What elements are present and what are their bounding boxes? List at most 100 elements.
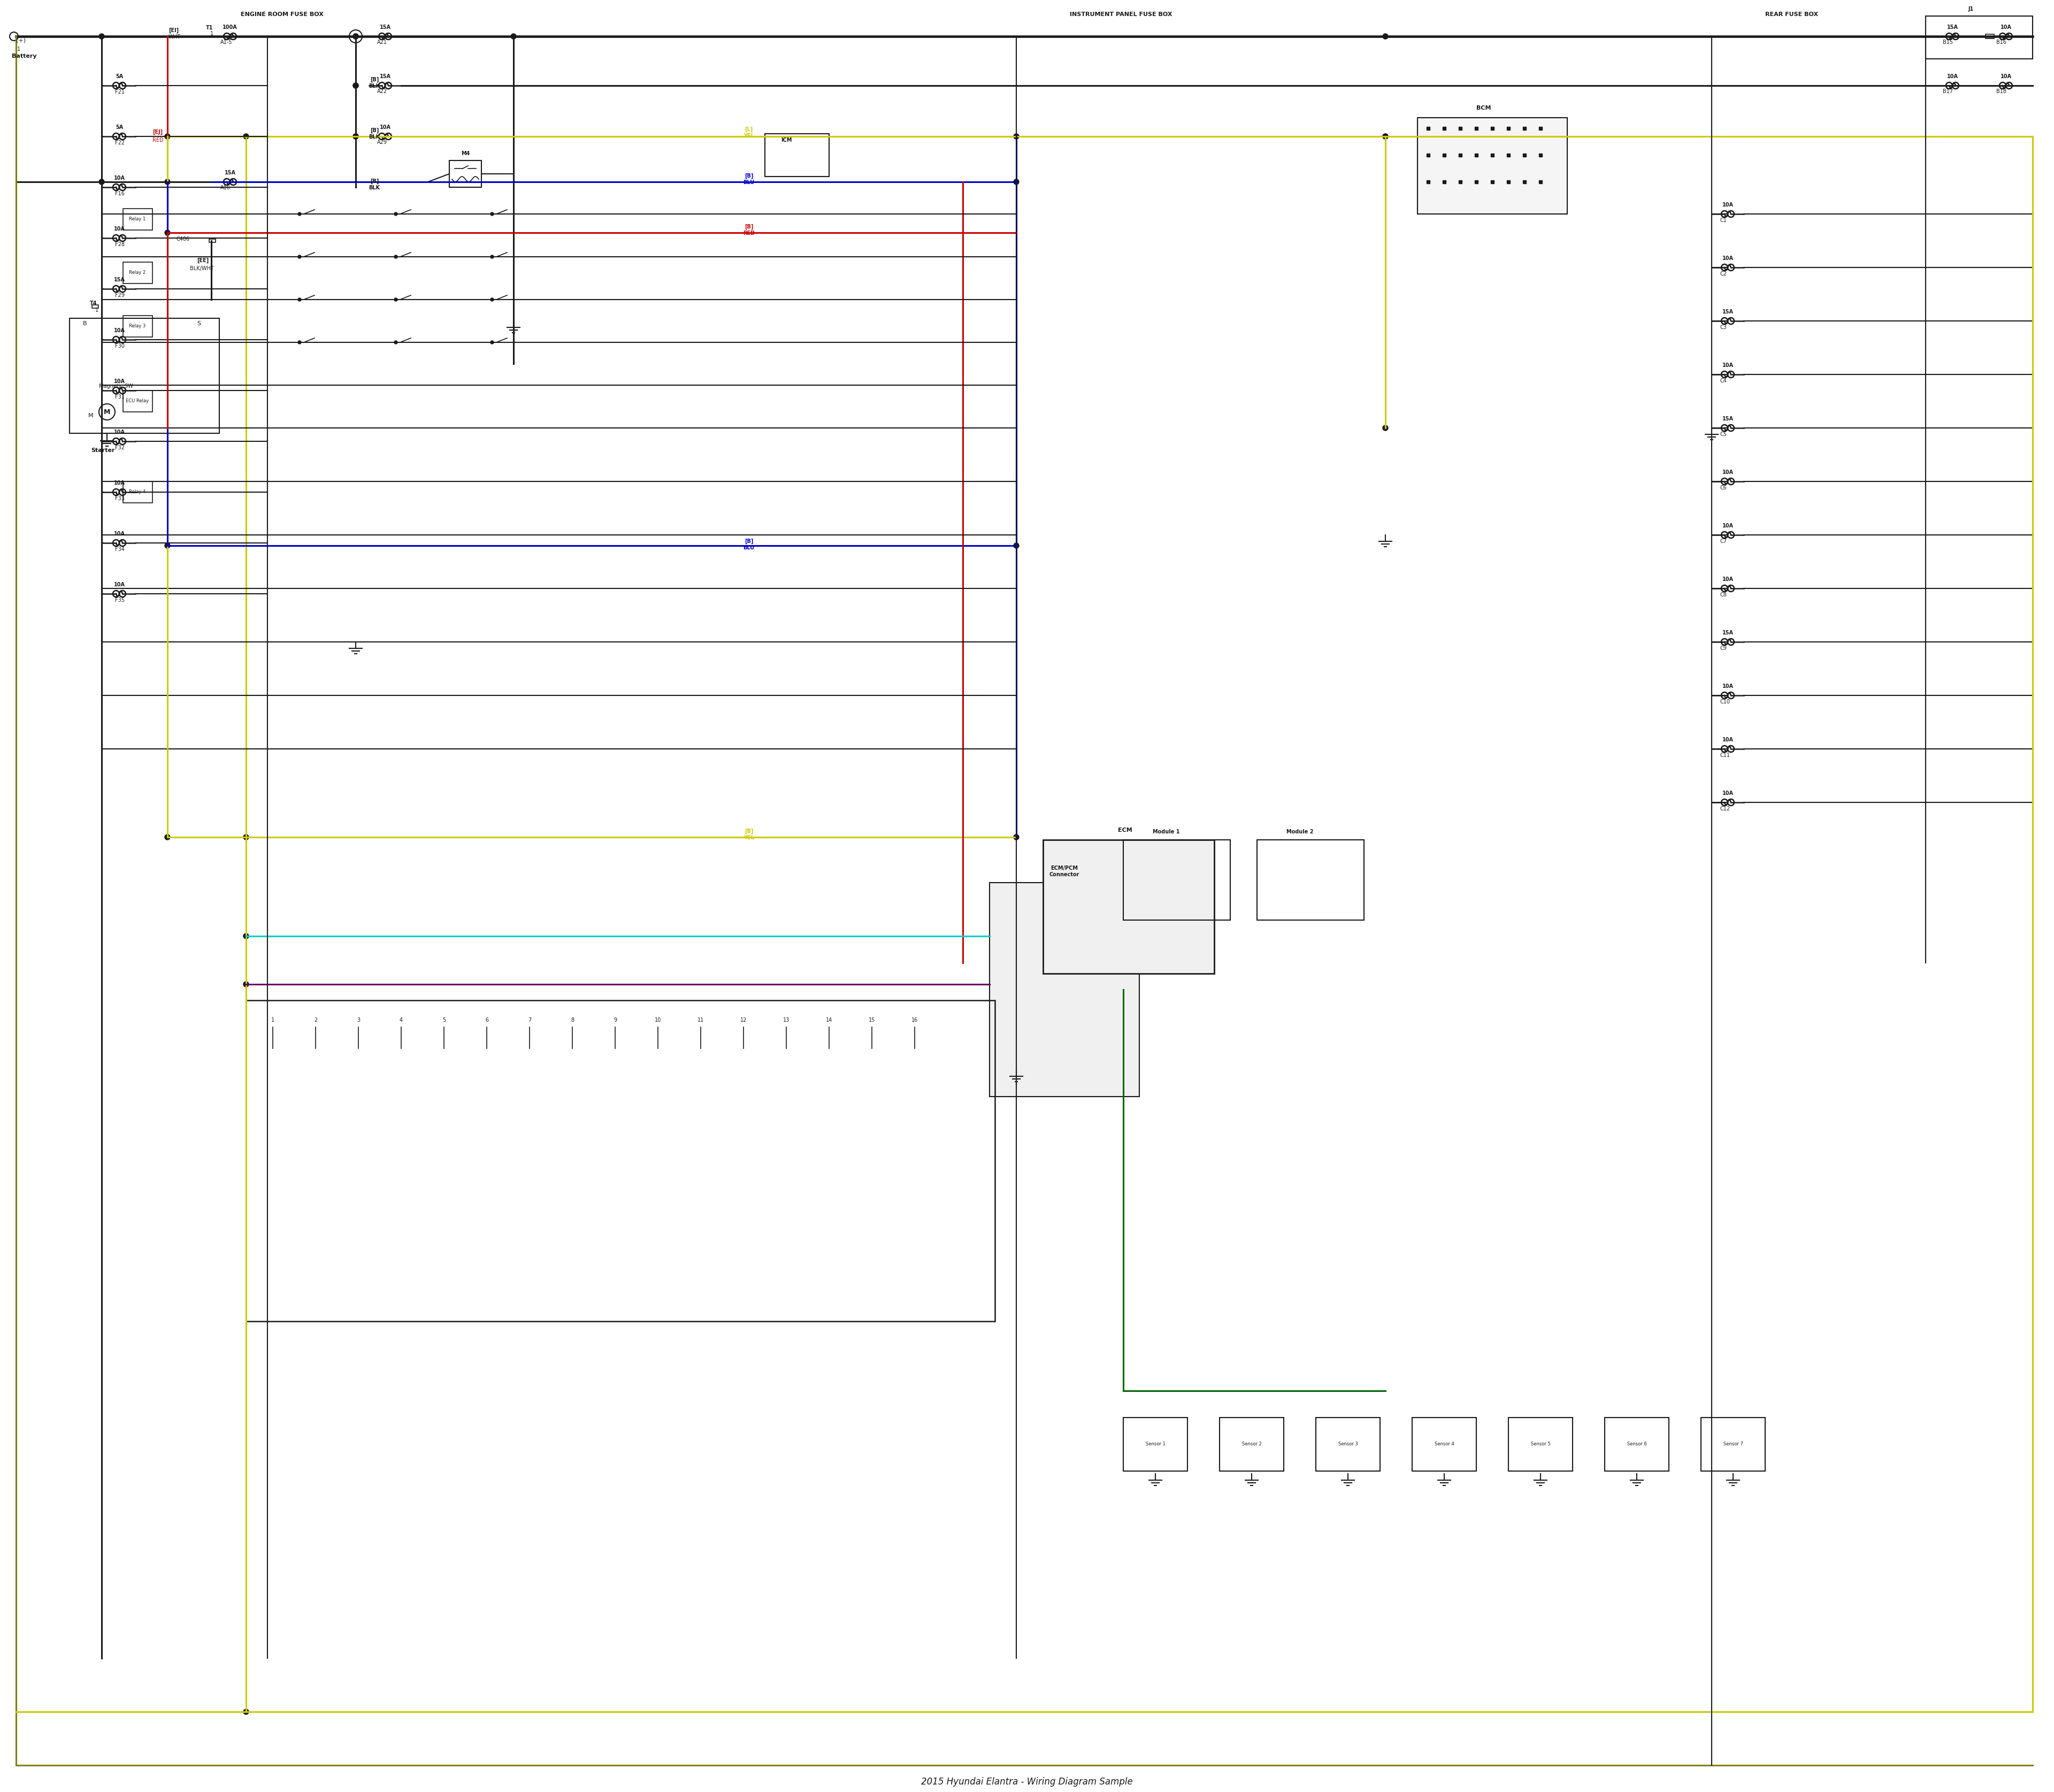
Text: ECM/PCM
Connector: ECM/PCM Connector <box>1050 866 1080 878</box>
Text: Sensor 3: Sensor 3 <box>1337 1443 1358 1446</box>
Text: C2: C2 <box>1719 271 1727 276</box>
Circle shape <box>298 254 302 258</box>
Text: A21: A21 <box>378 39 388 45</box>
Circle shape <box>242 934 249 939</box>
Bar <box>1220 1417 1284 1471</box>
Text: 2015 Hyundai Elantra - Wiring Diagram Sample: 2015 Hyundai Elantra - Wiring Diagram Sa… <box>920 1778 1134 1787</box>
Text: [EI]: [EI] <box>168 29 179 34</box>
Text: 13: 13 <box>783 1018 789 1023</box>
Text: [B]
BLU: [B] BLU <box>744 539 754 550</box>
Text: F16: F16 <box>115 192 125 197</box>
Text: 3: 3 <box>357 1018 359 1023</box>
Text: 10A: 10A <box>2001 73 2011 79</box>
Text: C5: C5 <box>1719 432 1727 437</box>
Text: 10A: 10A <box>1721 202 1734 208</box>
Text: 10A: 10A <box>113 176 125 181</box>
Text: 10A: 10A <box>1721 790 1734 796</box>
Text: 1: 1 <box>271 1018 275 1023</box>
Text: S: S <box>197 321 201 326</box>
Circle shape <box>298 297 302 301</box>
Circle shape <box>394 254 396 258</box>
Bar <box>1413 1417 1477 1471</box>
Text: 15: 15 <box>869 1018 875 1023</box>
Bar <box>1124 840 1230 919</box>
Text: Sensor 5: Sensor 5 <box>1530 1443 1551 1446</box>
Circle shape <box>1382 134 1389 140</box>
Bar <box>764 134 830 177</box>
Text: F34: F34 <box>115 547 125 552</box>
Text: BLK/WHT: BLK/WHT <box>189 265 214 271</box>
Text: C9: C9 <box>1719 645 1727 650</box>
Text: 6: 6 <box>485 1018 489 1023</box>
Text: Sensor 6: Sensor 6 <box>1627 1443 1647 1446</box>
Text: C12: C12 <box>1719 806 1729 812</box>
Text: B16: B16 <box>1996 39 2007 45</box>
Text: 10A: 10A <box>113 530 125 536</box>
Text: 10A: 10A <box>1721 470 1734 475</box>
Text: [B]
BLK: [B] BLK <box>370 179 380 190</box>
Bar <box>210 238 216 242</box>
Text: 10: 10 <box>655 1018 661 1023</box>
Text: 1: 1 <box>94 308 99 314</box>
Text: Sensor 4: Sensor 4 <box>1434 1443 1454 1446</box>
Circle shape <box>491 297 493 301</box>
Text: Battery: Battery <box>12 54 37 59</box>
Circle shape <box>164 179 170 185</box>
Bar <box>123 315 152 337</box>
Circle shape <box>1013 179 1019 185</box>
Text: M4: M4 <box>460 151 470 156</box>
Text: [EJ]: [EJ] <box>152 129 162 134</box>
Text: 15A: 15A <box>1947 25 1957 30</box>
Text: [B]
BLU: [B] BLU <box>744 174 754 185</box>
Bar <box>123 482 152 504</box>
Text: 5A: 5A <box>115 73 123 79</box>
Text: [B]
YEL: [B] YEL <box>744 828 754 840</box>
Text: 7: 7 <box>528 1018 532 1023</box>
Circle shape <box>394 340 396 344</box>
Text: 12: 12 <box>739 1018 748 1023</box>
Bar <box>123 208 152 229</box>
Text: Sensor 2: Sensor 2 <box>1243 1443 1261 1446</box>
Text: [EE]: [EE] <box>197 258 210 263</box>
Text: 15A: 15A <box>1721 416 1734 421</box>
Circle shape <box>242 982 249 987</box>
Text: 11: 11 <box>698 1018 705 1023</box>
Text: 10A: 10A <box>380 125 390 131</box>
Circle shape <box>511 34 516 39</box>
Circle shape <box>298 340 302 344</box>
Text: REAR FUSE BOX: REAR FUSE BOX <box>1764 13 1818 18</box>
Text: 1: 1 <box>210 30 214 36</box>
Circle shape <box>491 254 493 258</box>
Bar <box>1124 1417 1187 1471</box>
Text: 9: 9 <box>614 1018 616 1023</box>
Text: F21: F21 <box>115 90 125 95</box>
Text: Relay 4: Relay 4 <box>129 489 146 495</box>
Text: C10: C10 <box>1719 699 1729 704</box>
Text: 10A: 10A <box>1721 737 1734 742</box>
Circle shape <box>99 34 105 39</box>
Circle shape <box>242 1710 249 1715</box>
Bar <box>1927 16 2033 59</box>
Circle shape <box>99 179 105 185</box>
Text: (+): (+) <box>16 38 27 43</box>
Text: C4: C4 <box>1719 378 1727 383</box>
Text: [B]
BLK: [B] BLK <box>370 77 380 90</box>
Text: C7: C7 <box>1719 539 1727 545</box>
Text: Module 2: Module 2 <box>1286 830 1313 835</box>
Circle shape <box>491 340 493 344</box>
Text: F28: F28 <box>115 242 125 247</box>
Circle shape <box>164 543 170 548</box>
Text: A16: A16 <box>220 185 230 190</box>
Circle shape <box>1013 543 1019 548</box>
Text: F29: F29 <box>115 292 125 297</box>
Circle shape <box>394 213 396 215</box>
Bar <box>1604 1417 1668 1471</box>
Bar <box>1043 840 1214 973</box>
Circle shape <box>353 134 357 140</box>
Bar <box>1508 1417 1573 1471</box>
Bar <box>1701 1417 1764 1471</box>
Bar <box>123 262 152 283</box>
Text: C6: C6 <box>1719 486 1727 491</box>
Circle shape <box>1013 835 1019 840</box>
Text: Relay 3: Relay 3 <box>129 324 146 328</box>
